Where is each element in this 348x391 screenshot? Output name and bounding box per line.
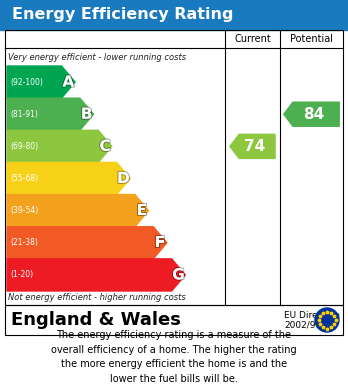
Text: C: C <box>100 139 111 154</box>
Text: G: G <box>172 267 185 282</box>
Polygon shape <box>7 130 112 162</box>
Text: EU Directive: EU Directive <box>284 311 340 320</box>
Polygon shape <box>7 227 167 259</box>
Bar <box>0 0 348 30</box>
Text: Energy Efficiency Rating: Energy Efficiency Rating <box>12 7 234 23</box>
Text: (69-80): (69-80) <box>10 142 38 151</box>
Polygon shape <box>7 259 185 291</box>
Polygon shape <box>7 66 75 98</box>
Text: Not energy efficient - higher running costs: Not energy efficient - higher running co… <box>8 294 186 303</box>
Bar <box>5 30 343 305</box>
Text: Very energy efficient - lower running costs: Very energy efficient - lower running co… <box>8 52 186 61</box>
Text: (39-54): (39-54) <box>10 206 38 215</box>
Text: (92-100): (92-100) <box>10 77 43 86</box>
Text: Potential: Potential <box>290 34 333 44</box>
Text: B: B <box>81 107 93 122</box>
Circle shape <box>315 308 339 332</box>
Polygon shape <box>284 102 339 126</box>
Text: England & Wales: England & Wales <box>11 311 181 329</box>
Text: D: D <box>117 171 130 186</box>
Text: A: A <box>62 75 74 90</box>
Text: 74: 74 <box>244 139 265 154</box>
Text: (1-20): (1-20) <box>10 271 33 280</box>
Text: F: F <box>155 235 165 250</box>
Text: (81-91): (81-91) <box>10 110 38 119</box>
Text: (21-38): (21-38) <box>10 238 38 247</box>
Text: 2002/91/EC: 2002/91/EC <box>284 321 336 330</box>
Text: The energy efficiency rating is a measure of the
overall efficiency of a home. T: The energy efficiency rating is a measur… <box>51 330 297 384</box>
Text: 84: 84 <box>303 107 324 122</box>
Text: (55-68): (55-68) <box>10 174 38 183</box>
Polygon shape <box>230 134 275 158</box>
Polygon shape <box>7 195 149 227</box>
Polygon shape <box>7 98 93 130</box>
Text: Current: Current <box>234 34 271 44</box>
Bar <box>5 305 343 335</box>
Text: E: E <box>136 203 147 218</box>
Polygon shape <box>7 162 130 195</box>
